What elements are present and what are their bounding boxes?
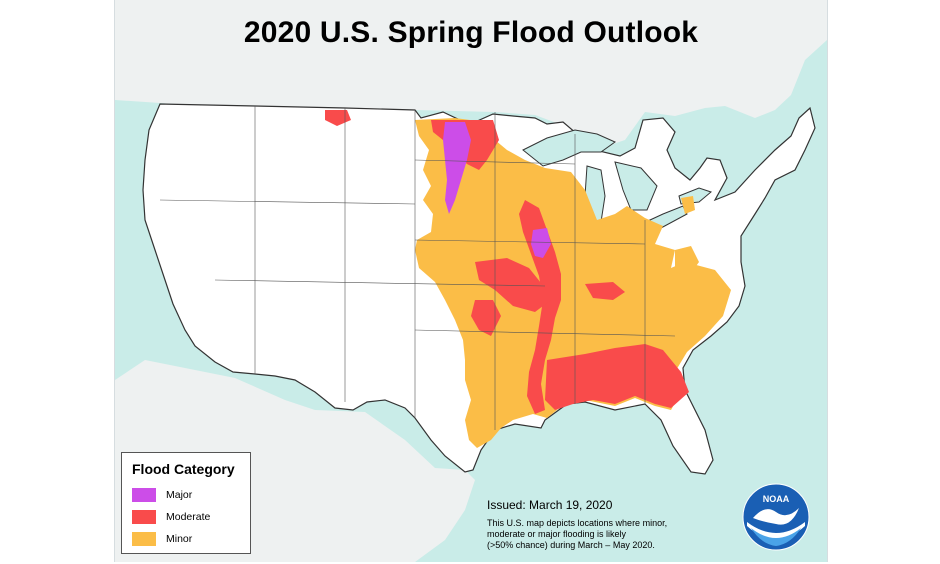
noaa-logo: NOAA bbox=[742, 483, 810, 551]
note-line-2: moderate or major flooding is likely bbox=[487, 529, 627, 539]
legend-label-moderate: Moderate bbox=[166, 511, 211, 523]
major-flood-red-river bbox=[443, 122, 471, 214]
map-frame: 2020 U.S. Spring Flood Outlook Flood Cat… bbox=[114, 0, 828, 562]
note-line-1: This U.S. map depicts locations where mi… bbox=[487, 518, 668, 528]
minor-swatch bbox=[132, 532, 156, 546]
moderate-flood-missouri bbox=[475, 258, 551, 312]
legend-label-major: Major bbox=[166, 489, 193, 501]
legend: Flood Category Major Moderate Minor bbox=[121, 452, 251, 554]
legend-item-major: Major bbox=[132, 487, 192, 503]
state-boundaries bbox=[159, 106, 676, 430]
note-line-3: (>50% chance) during March – May 2020. bbox=[487, 540, 655, 550]
moderate-swatch bbox=[132, 510, 156, 524]
lake-superior bbox=[522, 129, 617, 167]
minor-flood-ny bbox=[681, 196, 695, 214]
legend-item-moderate: Moderate bbox=[132, 509, 210, 525]
map-title: 2020 U.S. Spring Flood Outlook bbox=[243, 16, 699, 49]
moderate-flood-mississippi bbox=[519, 200, 561, 414]
legend-title: Flood Category bbox=[132, 461, 235, 477]
noaa-logo-text: NOAA bbox=[763, 494, 790, 504]
legend-label-minor: Minor bbox=[166, 533, 193, 545]
map-note: This U.S. map depicts locations where mi… bbox=[487, 518, 737, 551]
moderate-flood-ohio bbox=[585, 282, 625, 300]
moderate-flood-texas bbox=[471, 300, 501, 336]
lake-huron bbox=[614, 161, 658, 211]
canada-land bbox=[115, 0, 827, 150]
major-swatch bbox=[132, 488, 156, 502]
major-flood-iowa bbox=[531, 228, 551, 258]
minor-flood-east bbox=[675, 246, 699, 276]
moderate-flood-montana bbox=[325, 110, 351, 126]
moderate-flood-southeast bbox=[545, 344, 689, 410]
legend-item-minor: Minor bbox=[132, 531, 192, 547]
issued-date: Issued: March 19, 2020 bbox=[487, 498, 613, 512]
